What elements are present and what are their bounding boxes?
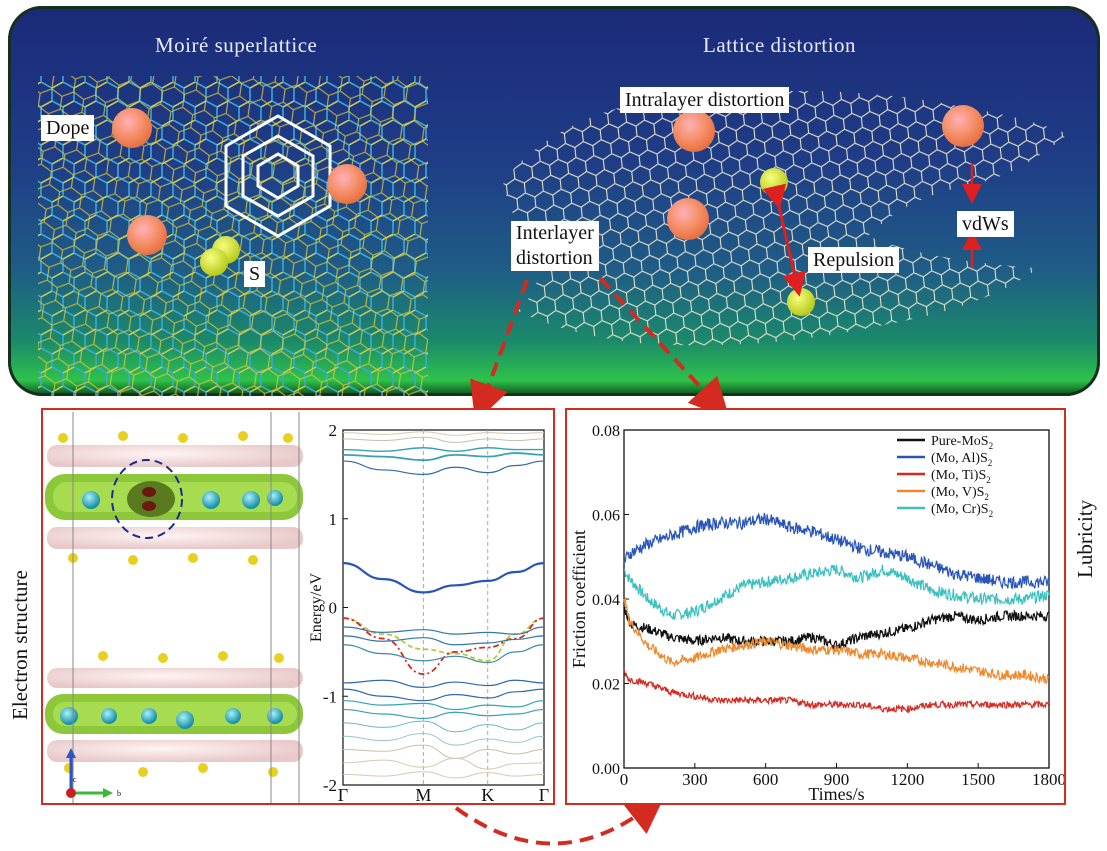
interlayer-label: Interlayer distortion: [511, 221, 599, 271]
band-line: [342, 447, 544, 453]
legend-subscript: 2: [989, 441, 994, 451]
band-line: [342, 700, 545, 711]
friction-tick-label: 0.02: [592, 677, 620, 694]
moire-lattice-layer-2: [38, 76, 428, 396]
time-tick-label: 1500: [961, 770, 995, 789]
lubricity-label: Lubricity: [1073, 499, 1097, 578]
intralayer-label: Intralayer distortion: [620, 87, 790, 113]
friction-series-line: [623, 564, 1050, 620]
legend-label: Pure-MoS2: [931, 434, 993, 451]
energy-tick-label: -2: [323, 776, 337, 795]
dope-atom: [327, 164, 367, 204]
legend-subscript: 2: [984, 492, 989, 502]
friction-plot-frame: [623, 429, 1050, 769]
legend-label: (Mo, Cr)S2: [931, 502, 993, 519]
band-line: [342, 431, 545, 436]
kpoint-label: Γ: [338, 785, 348, 801]
friction-series-line: [623, 669, 1050, 714]
band-structure-chart: Γ M K Γ 2 1 0 -1 -2 Energy/eV: [308, 421, 549, 801]
axis-c-label: c: [73, 775, 77, 784]
top-schematic-panel: Moiré superlattice Lattice distortion Do…: [8, 6, 1100, 396]
lubricity-panel: 0 300 600 900 1200 1500 1800 0.00 0.02 0.04 0.06 0.…: [565, 408, 1066, 805]
dope-atom: [127, 215, 167, 255]
legend-label: (Mo, V)S2: [931, 485, 989, 502]
arrow-structure-to-lubricity: [454, 793, 666, 846]
band-line: [342, 733, 545, 746]
mos2-layer-lower: [45, 651, 303, 777]
electron-structure-panel: c b Γ M K Γ 2 1 0 -1 -2 Energy/eV: [41, 408, 555, 805]
time-axis-label: Times/s: [808, 784, 864, 803]
crystal-axes-icon: c b: [66, 748, 121, 798]
friction-tick-label: 0.04: [592, 592, 620, 609]
friction-series-line: [623, 606, 1050, 650]
band-line: [342, 644, 545, 664]
vdws-label: vdWs: [957, 211, 1014, 237]
energy-tick-label: 1: [329, 510, 338, 529]
dope-atom: [112, 108, 152, 148]
energy-tick-label: 0: [329, 599, 338, 618]
legend-label: (Mo, Al)S2: [931, 451, 992, 468]
time-tick-label: 300: [682, 770, 708, 789]
friction-axis-label: Friction coefficient: [569, 530, 589, 668]
time-tick-label: 1800: [1032, 770, 1064, 789]
moire-title: Moiré superlattice: [155, 33, 318, 57]
kpoint-label: Γ: [539, 785, 549, 801]
time-tick-label: 0: [620, 770, 629, 789]
band-line: [342, 635, 545, 646]
band-line: [342, 771, 545, 779]
energy-tick-label: -1: [323, 687, 337, 706]
band-line: [342, 562, 545, 594]
friction-tick-label: 0.00: [592, 761, 620, 778]
band-line: [342, 720, 545, 733]
time-tick-label: 600: [753, 770, 779, 789]
energy-tick-label: 2: [329, 421, 338, 440]
band-line: [342, 626, 545, 635]
electron-structure-label: Electron structure: [8, 570, 32, 720]
interlayer-label-line-1: Interlayer: [516, 222, 594, 244]
band-plot-frame: [342, 429, 545, 786]
legend-subscript: 2: [986, 475, 991, 485]
legend-subscript: 2: [988, 458, 993, 468]
dope-atom: [673, 110, 715, 152]
energy-axis-label: Energy/eV: [308, 573, 325, 642]
friction-tick-label: 0.06: [592, 508, 620, 525]
lattice-illustration: [38, 76, 1068, 396]
band-line: [342, 617, 545, 675]
s-label: S: [244, 261, 266, 287]
legend-label: (Mo, Ti)S2: [931, 468, 991, 485]
band-line: [342, 452, 545, 462]
dope-label: Dope: [41, 115, 95, 141]
arrow-to-lubricity: [598, 276, 730, 419]
band-line: [342, 688, 545, 702]
friction-tick-label: 0.08: [592, 423, 620, 440]
sulfur-atom: [200, 248, 228, 276]
band-line: [342, 436, 545, 443]
friction-coefficient-chart: 0 300 600 900 1200 1500 1800 0.00 0.02 0.04 0.06 0.…: [569, 423, 1066, 804]
repulsion-label: Repulsion: [808, 247, 900, 273]
moire-hexagon-marker: [224, 114, 332, 238]
dopant-highlight-circle: [111, 459, 183, 539]
kpoint-label: K: [481, 785, 494, 801]
band-line: [342, 679, 545, 688]
axis-b-label: b: [117, 789, 121, 798]
kpoint-label: M: [415, 785, 431, 801]
time-tick-label: 900: [824, 770, 850, 789]
time-tick-label: 1200: [890, 770, 924, 789]
band-line: [342, 757, 545, 770]
dope-atom: [667, 198, 709, 240]
distortion-title: Lattice distortion: [703, 33, 857, 57]
friction-series-line: [623, 597, 1050, 685]
mos2-layer-upper: [45, 431, 303, 565]
charge-density-figure: c b: [45, 412, 303, 803]
arrow-to-electron-structure: [470, 279, 529, 423]
repulsion-arrow: [762, 183, 807, 297]
legend-subscript: 2: [989, 509, 994, 519]
dope-atom: [942, 105, 984, 147]
band-line: [342, 708, 545, 720]
band-line: [342, 460, 545, 475]
interlayer-label-line-2: distortion: [516, 247, 593, 269]
friction-series-line: [623, 512, 1050, 590]
